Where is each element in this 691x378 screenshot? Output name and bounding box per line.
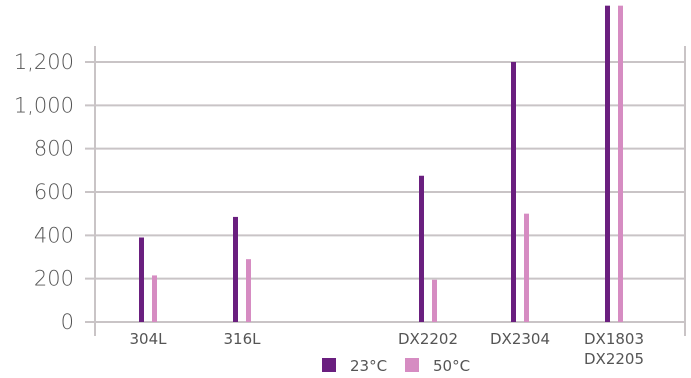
bar-series-2-4 (618, 5, 623, 323)
gridlines (85, 61, 685, 323)
y-tick-label: 600 (34, 180, 74, 204)
x-tick-label: 316L (224, 330, 262, 348)
x-tick-label: 304L (130, 330, 168, 348)
bar-series-1-3 (511, 62, 516, 322)
y-axis-ticks: 0 200 400 600 800 1,000 1,200 (14, 50, 74, 334)
x-tick-label: DX2205 (584, 350, 644, 368)
x-tick-label: DX2202 (398, 330, 458, 348)
bar-series-1-2 (419, 175, 424, 322)
bar-series-1-0 (139, 237, 144, 322)
bar-series-1-4 (605, 5, 610, 323)
y-tick-label: 0 (61, 310, 74, 334)
bar-series-2-3 (524, 213, 529, 322)
bar-series-2-1 (246, 259, 251, 322)
legend-label: 50°C (433, 357, 470, 375)
legend-label: 23°C (350, 357, 387, 375)
x-tick-label: DX2304 (490, 330, 550, 348)
bars (139, 5, 623, 323)
bar-series-2-0 (152, 275, 157, 322)
y-tick-label: 800 (34, 137, 74, 161)
y-tick-label: 200 (34, 267, 74, 291)
y-tick-label: 1,200 (14, 50, 74, 74)
bar-series-2-2 (432, 279, 437, 322)
legend-swatch (322, 358, 336, 372)
y-tick-label: 1,000 (14, 93, 74, 117)
x-tick-label: DX1803 (584, 330, 644, 348)
legend: 23°C 50°C (322, 357, 470, 375)
axes (94, 46, 686, 336)
legend-swatch (405, 358, 419, 372)
bar-series-1-1 (233, 216, 238, 322)
x-axis-ticks: 304L 316L DX2202 DX2304 DX1803 DX2205 (130, 330, 645, 368)
y-tick-label: 400 (34, 223, 74, 247)
